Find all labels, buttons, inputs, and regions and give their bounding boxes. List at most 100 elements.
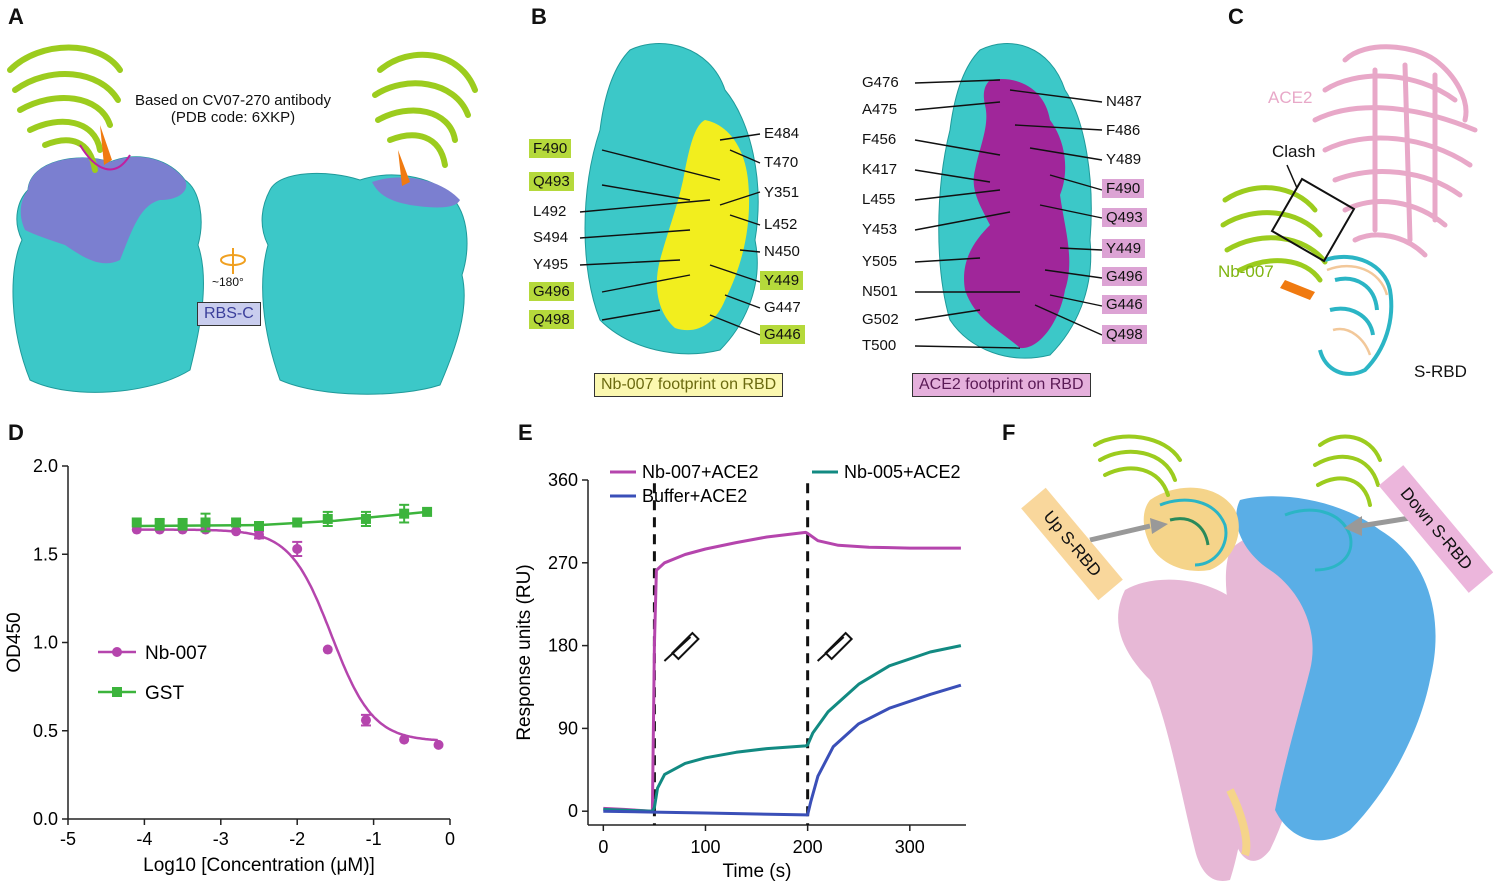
panel-a-note-line1: Based on CV07-270 antibody <box>135 92 331 109</box>
panel-c-structure <box>1220 44 1478 376</box>
x-tick-label: -1 <box>366 829 382 849</box>
clash-box <box>1270 177 1356 263</box>
b-r-right-label-5: Q493 <box>1102 208 1147 227</box>
panel-letter-b: B <box>531 4 547 29</box>
panel-letter-a: A <box>8 4 24 29</box>
b-left-label-1: F490 <box>529 139 572 158</box>
b-left-label-5: Y495 <box>533 256 569 273</box>
panel-letter-c: C <box>1228 4 1244 29</box>
b-r-left-label-10: T500 <box>862 337 897 354</box>
b-mid-label-8: G446 <box>760 325 805 344</box>
x-tick-label: -5 <box>60 829 76 849</box>
x-axis-title: Time (s) <box>723 861 792 882</box>
nb-ribbons-f <box>1093 434 1382 507</box>
b-r-right-label-2: F486 <box>1106 122 1141 139</box>
srbd-ribbon <box>1318 254 1394 376</box>
b-r-left-label-3: F456 <box>862 131 897 148</box>
y-tick-label: 0.0 <box>33 809 58 829</box>
legend-label: Nb-007+ACE2 <box>642 462 759 482</box>
b-r-left-label-9: G502 <box>862 311 899 328</box>
x-tick-label: 100 <box>690 837 720 857</box>
b-left-label-4: S494 <box>533 229 569 246</box>
x-axis-title: Log10 [Concentration (μM)] <box>143 855 375 876</box>
b-r-right-label-9: Q498 <box>1102 325 1147 344</box>
legend-marker <box>112 687 122 697</box>
rotation-label: ~180° <box>212 275 244 289</box>
data-point-gst <box>200 517 211 528</box>
arrow-up-rbd <box>1089 523 1151 543</box>
data-point-nb-007 <box>292 543 303 554</box>
rbd-surface-right <box>261 173 468 395</box>
legend-label: Nb-005+ACE2 <box>844 462 961 482</box>
x-tick-label: -4 <box>136 829 152 849</box>
data-point-nb-007 <box>360 715 371 726</box>
clash-label: Clash <box>1272 142 1316 161</box>
ace2-label: ACE2 <box>1268 88 1313 107</box>
legend-label: Buffer+ACE2 <box>642 486 747 506</box>
y-axis-title: OD450 <box>4 612 25 672</box>
b-mid-label-1: E484 <box>764 125 800 142</box>
rbsc-label: RBS-C <box>197 302 261 326</box>
b-r-right-label-4: F490 <box>1102 179 1145 198</box>
y-tick-label: 180 <box>548 636 578 656</box>
series-line-0 <box>603 530 961 813</box>
blue-protomer <box>1236 496 1436 841</box>
series-line-1 <box>603 644 962 813</box>
y-tick-label: 2.0 <box>33 456 58 476</box>
x-tick-label: 0 <box>598 837 608 857</box>
b-mid-label-5: N450 <box>764 243 800 260</box>
y-tick-label: 90 <box>558 718 578 738</box>
panel-b-footprints <box>579 43 1103 359</box>
data-point-nb-007 <box>231 526 242 537</box>
b-mid-label-2: T470 <box>764 154 799 171</box>
x-tick-label: 200 <box>793 837 823 857</box>
panel-letter-d: D <box>8 420 24 445</box>
b-r-right-label-3: Y489 <box>1106 151 1142 168</box>
ace2-footprint-label: ACE2 footprint on RBD <box>912 373 1091 397</box>
syringe-icon <box>816 631 854 662</box>
ace2-ribbon <box>1312 44 1478 258</box>
data-point-gst <box>154 519 165 530</box>
y-tick-label: 1.5 <box>33 544 58 564</box>
b-r-left-label-4: K417 <box>862 161 898 178</box>
series-line-2 <box>603 683 962 817</box>
wheat-up-rbd <box>1143 487 1239 571</box>
y-axis-title: Response units (RU) <box>514 564 535 740</box>
data-point-gst <box>292 517 303 528</box>
b-r-left-label-1: G476 <box>862 74 899 91</box>
data-point-nb-007 <box>433 739 444 750</box>
data-point-gst <box>254 521 264 532</box>
y-tick-label: 270 <box>548 553 578 573</box>
data-point-gst <box>399 508 410 519</box>
y-tick-label: 0 <box>568 801 578 821</box>
ace2-footprint <box>964 79 1070 349</box>
b-r-left-label-8: N501 <box>862 283 898 300</box>
y-tick-label: 360 <box>548 470 578 490</box>
panel-a-note-line2: (PDB code: 6XKP) <box>170 109 296 126</box>
data-point-gst <box>131 517 142 528</box>
panel-a-note: Based on CV07-270 antibody (PDB code: 6X… <box>118 92 348 126</box>
x-tick-label: 300 <box>895 837 925 857</box>
nb007-ribbon-c <box>1220 185 1328 283</box>
rbd-ribbons-f <box>1159 498 1353 572</box>
legend-label: Nb-007 <box>145 643 207 664</box>
b-left-label-2: Q493 <box>529 172 574 191</box>
b-r-left-label-7: Y505 <box>862 253 898 270</box>
data-point-nb-007 <box>254 529 264 540</box>
panel-f-structure <box>1089 434 1436 881</box>
nanobody-ribbon-right <box>372 51 478 168</box>
y-tick-label: 0.5 <box>33 721 58 741</box>
legend-marker <box>112 647 122 657</box>
y-tick-label: 1.0 <box>33 633 58 653</box>
nb007-footprint-label: Nb-007 footprint on RBD <box>594 373 784 397</box>
rbsc-patch-right <box>372 177 460 208</box>
chart-d: -5 -4 -3 -2 -1 0 0.0 0.5 1.0 1.5 2.0 Log10 [Concent… <box>4 456 455 876</box>
b-r-right-label-8: G446 <box>1102 295 1147 314</box>
leader-lines-b <box>579 79 1103 349</box>
syringe-icon <box>663 631 700 662</box>
b-r-left-label-5: L455 <box>862 191 896 208</box>
panel-letter-f: F <box>1002 420 1016 445</box>
arrow-down-rbd <box>1359 515 1411 529</box>
data-point-nb-007 <box>399 734 410 745</box>
b-left-label-3: L492 <box>533 203 567 220</box>
